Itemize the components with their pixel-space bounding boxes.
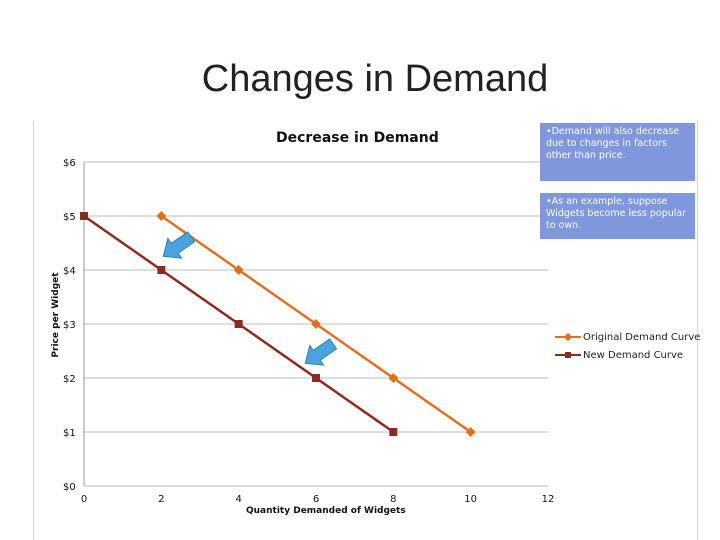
new-demand-point xyxy=(312,374,320,382)
original-demand-point xyxy=(388,373,399,383)
x-axis-label: Quantity Demanded of Widgets xyxy=(246,506,406,516)
legend-swatch-original xyxy=(555,332,581,342)
original-demand-point xyxy=(233,265,244,275)
legend: Original Demand Curve New Demand Curve xyxy=(555,328,700,364)
note-box-2: •As an example, suppose Widgets become l… xyxy=(540,193,695,239)
shift-arrow-icon xyxy=(304,338,338,366)
new-demand-point xyxy=(157,266,166,274)
legend-label-original: Original Demand Curve xyxy=(583,331,701,343)
legend-swatch-new xyxy=(555,351,581,359)
legend-item-new: New Demand Curve xyxy=(555,346,700,364)
x-tick-label: 2 xyxy=(158,494,164,505)
original-demand-point xyxy=(465,427,476,437)
x-tick-label: 6 xyxy=(313,494,319,505)
x-tick-label: 0 xyxy=(81,494,87,505)
x-tick-label: 4 xyxy=(235,494,241,505)
y-tick-label: $4 xyxy=(63,266,76,277)
legend-label-new: New Demand Curve xyxy=(583,349,684,361)
y-tick-label: $5 xyxy=(63,212,76,223)
legend-item-original: Original Demand Curve xyxy=(555,328,700,346)
shift-arrow-icon xyxy=(162,231,196,259)
chart-frame xyxy=(33,121,698,540)
slide-title: Changes in Demand xyxy=(201,58,549,100)
original-demand-point xyxy=(311,319,321,329)
y-tick-label: $3 xyxy=(63,320,76,331)
y-tick-label: $1 xyxy=(63,428,76,439)
note-box-1: •Demand will also decrease due to change… xyxy=(540,123,695,181)
chart-title: Decrease in Demand xyxy=(276,130,439,146)
arrow-shape xyxy=(162,231,196,259)
y-tick-label: $2 xyxy=(63,374,76,385)
new-demand-point xyxy=(389,428,398,436)
y-tick-label: $6 xyxy=(63,158,76,169)
x-tick-label: 12 xyxy=(542,494,555,505)
x-tick-label: 8 xyxy=(390,494,396,505)
y-tick-label: $0 xyxy=(63,482,76,493)
y-axis-label: Price per Widget xyxy=(51,272,61,358)
arrow-shape xyxy=(304,338,338,366)
new-demand-point xyxy=(234,320,243,328)
x-tick-label: 10 xyxy=(464,494,477,505)
new-demand-point xyxy=(80,212,88,220)
original-demand-point xyxy=(156,211,167,221)
